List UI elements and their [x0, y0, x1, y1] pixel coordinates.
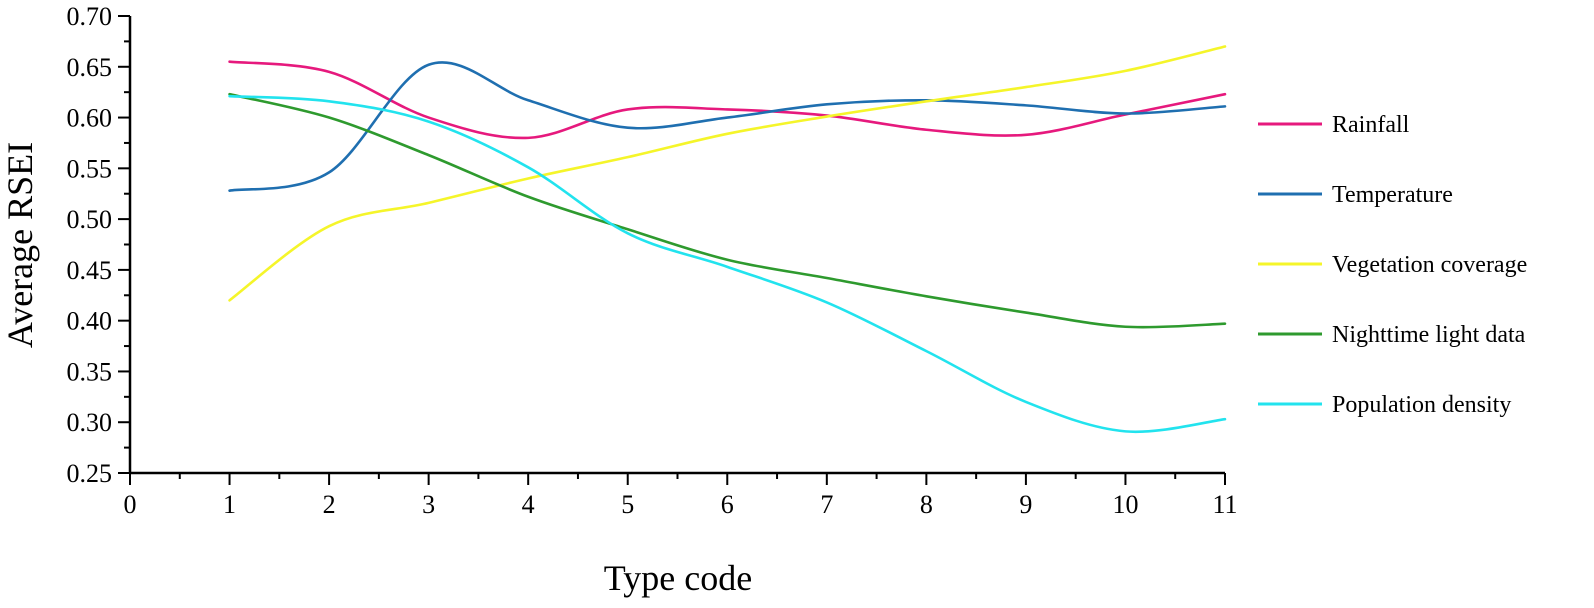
x-tick-label: 2	[323, 490, 336, 519]
x-tick-label: 8	[920, 490, 933, 519]
y-tick-label: 0.35	[67, 357, 113, 386]
x-tick-label: 4	[522, 490, 535, 519]
x-tick-label: 7	[820, 490, 833, 519]
legend-label-rainfall: Rainfall	[1332, 112, 1410, 138]
y-tick-label: 0.30	[67, 408, 113, 437]
y-tick-label: 0.50	[67, 205, 113, 234]
series-line-nighttime-light-data	[228, 92, 1227, 329]
series-line-population-density	[228, 94, 1227, 434]
legend-label-vegetation-coverage: Vegetation coverage	[1332, 252, 1527, 278]
y-tick-label: 0.55	[67, 154, 113, 183]
x-axis-title: Type code	[604, 558, 752, 598]
y-tick-label: 0.60	[67, 104, 113, 133]
y-tick-label: 0.25	[67, 459, 113, 488]
series-lines	[228, 45, 1227, 434]
x-tick-label: 5	[621, 490, 634, 519]
legend-label-temperature: Temperature	[1332, 182, 1453, 208]
x-tick-label: 1	[223, 490, 236, 519]
y-axis-title: Average RSEI	[0, 142, 40, 348]
series-line-temperature	[228, 61, 1227, 192]
x-tick-label: 10	[1112, 490, 1138, 519]
y-tick-label: 0.45	[67, 256, 113, 285]
series-line-vegetation-coverage	[228, 45, 1227, 302]
legend-label-nighttime-light-data: Nighttime light data	[1332, 322, 1526, 348]
y-tick-label: 0.65	[67, 53, 113, 82]
x-tick-label: 3	[422, 490, 435, 519]
legend: Rainfall Temperature Vegetation coverage Ni…	[1258, 112, 1527, 418]
y-tick-label: 0.40	[67, 307, 113, 336]
axes: 0 1 2 3 4 5 6 7 8 9 10 11 0.25 0.30 0.35 0.40 0.45 0.50 0.…	[67, 2, 1238, 519]
y-tick-label: 0.70	[67, 2, 113, 31]
legend-label-population-density: Population density	[1332, 392, 1511, 418]
x-tick-label: 0	[124, 490, 137, 519]
x-tick-label: 11	[1212, 490, 1237, 519]
x-tick-label: 9	[1019, 490, 1032, 519]
x-tick-label: 6	[721, 490, 734, 519]
series-line-rainfall	[228, 60, 1227, 140]
